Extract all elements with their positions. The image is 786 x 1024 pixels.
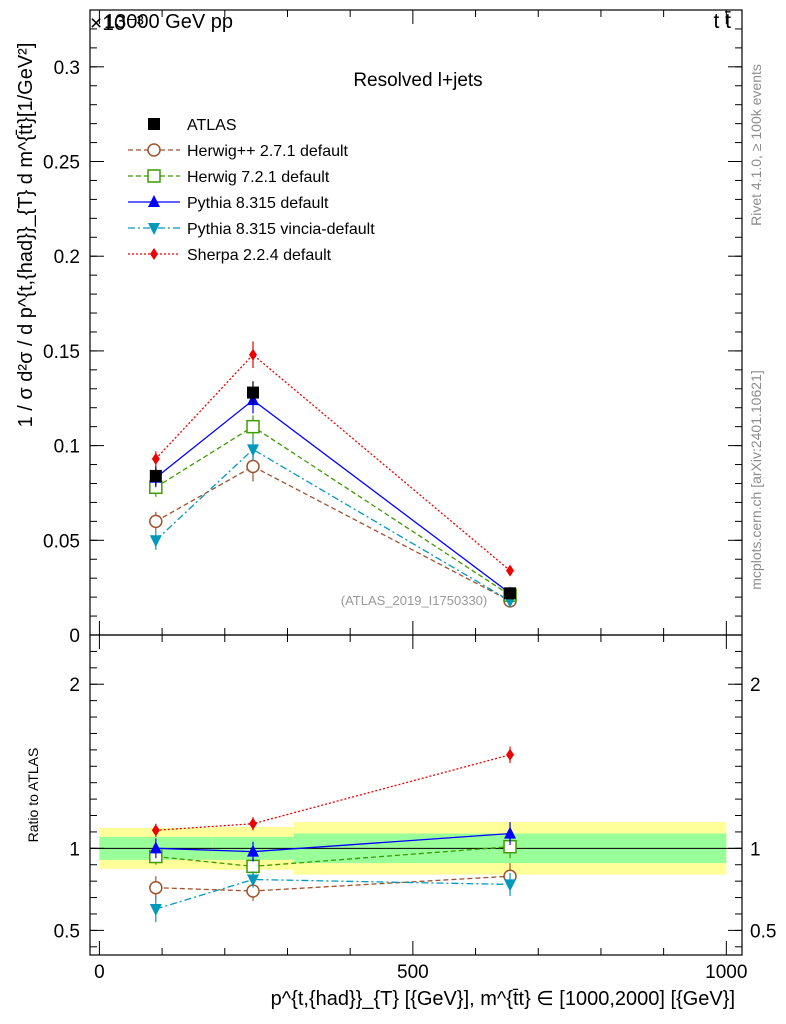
- series-1-point: [246, 419, 260, 434]
- main-panel-series: [149, 341, 517, 608]
- axes: [89, 9, 743, 956]
- legend-marker-1: [147, 169, 161, 183]
- series-4-point: [151, 452, 160, 465]
- ratio-tick-label: 0.5: [54, 921, 80, 942]
- series-0-line: [155, 465, 511, 602]
- series-3-ratio-point: [149, 904, 162, 917]
- series-1-line: [155, 425, 511, 596]
- series-1-ratio-point: [246, 859, 260, 874]
- data-point: [504, 587, 517, 600]
- series-3-ratio-line: [155, 878, 511, 910]
- series-4-ratio-line: [155, 754, 511, 831]
- series-4-point: [506, 564, 515, 577]
- series-3-ratio-point: [504, 879, 517, 892]
- series-3-line: [155, 448, 511, 602]
- legend-marker-2: [148, 195, 160, 207]
- mcplots-label: mcplots.cern.ch [arXiv:2401.10621]: [748, 370, 764, 589]
- y-tick-label: 0.1: [54, 437, 80, 458]
- series-0-point: [246, 459, 260, 474]
- data-point: [247, 386, 259, 399]
- x-tick-label: 500: [397, 962, 429, 983]
- ratio-tick-label: 1: [69, 839, 80, 860]
- legend-label-1: Herwig 7.2.1 default: [187, 169, 330, 186]
- series-4-ratio-point: [249, 817, 257, 830]
- series-4-ratio-point: [151, 824, 160, 837]
- chart-title: Resolved l+jets: [353, 70, 482, 91]
- ratio-panel-frame: [89, 634, 743, 956]
- x-tick-label: 1000: [705, 962, 747, 983]
- series-4-point: [249, 348, 257, 361]
- rivet-label: Rivet 4.1.0, ≥ 100k events: [748, 64, 764, 226]
- legend-marker-4: [150, 248, 158, 260]
- ratio-tick-label-right: 1: [750, 839, 761, 860]
- y-tick-label: 0.15: [43, 342, 80, 363]
- ratio-y-axis-label: Ratio to ATLAS: [25, 748, 41, 843]
- series-3-ratio-point: [247, 874, 259, 887]
- legend-label-3: Pythia 8.315 vincia-default: [187, 221, 375, 238]
- y-tick-label: 0.2: [54, 247, 80, 268]
- series-2-ratio-point: [504, 826, 517, 839]
- legend-label-4: Sherpa 2.2.4 default: [187, 247, 332, 264]
- analysis-id-label: (ATLAS_2019_I1750330): [341, 593, 487, 608]
- exponent-label: ×10⁻³: [90, 12, 144, 35]
- series-3-point: [149, 535, 162, 548]
- legend-label-0: Herwig++ 2.7.1 default: [187, 143, 349, 160]
- legend-marker-0: [147, 143, 161, 157]
- y-tick-label: 0.05: [43, 531, 80, 552]
- legend-marker-3: [148, 223, 160, 235]
- series-2-ratio-point: [149, 841, 162, 854]
- series-2-ratio-point: [247, 844, 259, 857]
- legend-label-data: ATLAS: [187, 117, 237, 134]
- ratio-tick-label-right: 0.5: [750, 921, 776, 942]
- y-tick-label: 0.25: [43, 153, 80, 174]
- legend-label-2: Pythia 8.315 default: [187, 195, 329, 212]
- energy-label: 13000 GeV pp: [104, 11, 233, 33]
- y-axis-label: 1 / σ d²σ / d p^{t,{had}}_{T} d m^{t̄t}[…: [15, 43, 37, 428]
- series-4-ratio-point: [506, 748, 515, 761]
- data-point: [149, 469, 162, 482]
- main-panel-frame: [89, 9, 743, 636]
- y-tick-label: 0: [69, 626, 80, 647]
- series-3-point: [247, 444, 259, 457]
- ratio-tick-label: 2: [69, 675, 80, 696]
- x-tick-label: 0: [94, 962, 105, 983]
- legend-marker-data: [148, 118, 160, 130]
- ratio-panel-series: [149, 746, 517, 923]
- y-tick-label: 0.3: [54, 58, 80, 79]
- ratio-tick-label-right: 2: [750, 675, 761, 696]
- x-axis-label: p^{t,{had}}_{T} [{GeV}], m^{t̄t} ∈ [1000…: [271, 988, 735, 1010]
- series-0-point: [149, 514, 163, 529]
- series-0-ratio-point: [149, 880, 163, 895]
- process-label: t t̄: [713, 10, 731, 33]
- legend: ATLAS Herwig++ 2.7.1 default Herwig 7.2.1 …: [128, 117, 375, 264]
- series-4-line: [155, 353, 511, 572]
